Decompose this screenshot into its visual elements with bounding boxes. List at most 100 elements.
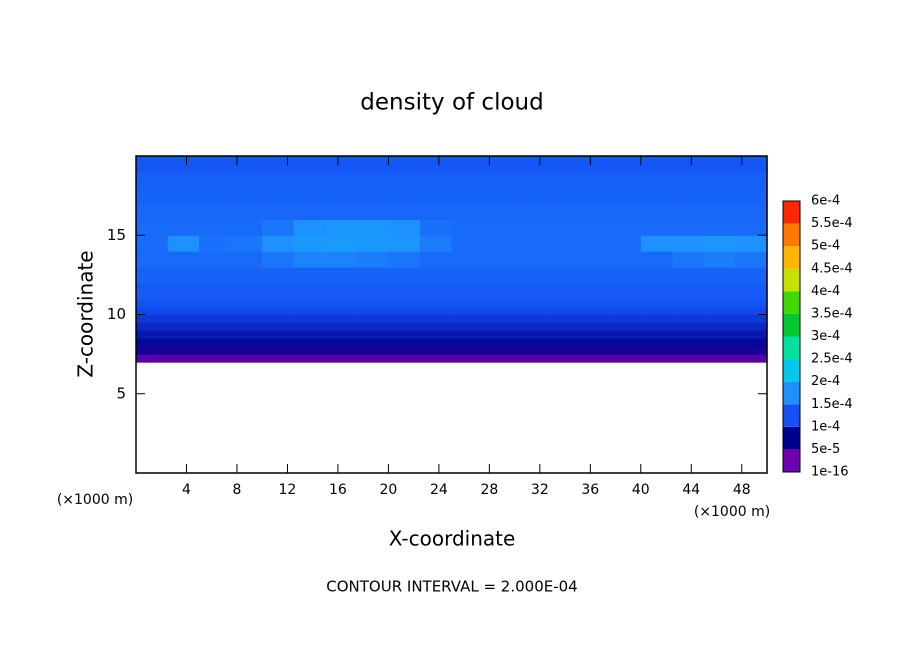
contour-cell [230, 171, 263, 189]
contour-cell [703, 156, 737, 173]
contour-cell [703, 219, 737, 236]
contour-cell [167, 298, 200, 308]
contour-cell [609, 338, 642, 347]
contour-cell [483, 156, 516, 173]
contour-cell [199, 306, 232, 316]
contour-cell [483, 251, 516, 268]
contour-cell [735, 330, 768, 339]
contour-cell [230, 354, 263, 363]
contour-cell [609, 314, 642, 324]
contour-cell [262, 306, 295, 316]
contour-cell [703, 322, 737, 331]
contour-cell [735, 251, 768, 268]
contour-cell [514, 330, 547, 339]
contour-cell [199, 156, 232, 173]
contour-cell [514, 266, 547, 284]
contour-cell [167, 338, 200, 347]
contour-cell [483, 338, 516, 347]
contour-cell [325, 306, 358, 316]
contour-cell [640, 306, 673, 316]
contour-field [136, 156, 768, 363]
contour-cell [640, 235, 673, 252]
contour-cell [735, 322, 768, 331]
contour-cell [514, 235, 547, 252]
contour-cell [577, 346, 610, 355]
contour-cell [293, 187, 326, 205]
contour-cell [703, 235, 737, 252]
contour-cell [546, 203, 579, 220]
contour-cell [419, 314, 453, 324]
contour-cell [167, 251, 200, 268]
contour-cell [199, 282, 232, 300]
contour-cell [451, 251, 484, 268]
contour-cell [577, 338, 610, 347]
contour-cell [514, 171, 547, 189]
y-tick-label: 10 [107, 305, 126, 323]
x-tick-label: 8 [232, 482, 241, 498]
contour-cell [199, 338, 232, 347]
contour-cell [356, 346, 389, 355]
colorbar-swatch [783, 426, 800, 450]
contour-cell [325, 187, 358, 205]
contour-cell [419, 322, 453, 331]
contour-cell [640, 338, 673, 347]
contour-cell [356, 322, 389, 331]
contour-cell [451, 298, 484, 308]
contour-cell [514, 322, 547, 331]
colorbar-label: 2.5e-4 [811, 352, 853, 367]
contour-cell [546, 338, 579, 347]
colorbar-label: 6e-4 [811, 194, 840, 209]
contour-cell [419, 338, 453, 347]
x-tick-label: 40 [632, 482, 650, 498]
contour-cell [356, 338, 389, 347]
contour-cell [325, 354, 358, 363]
contour-cell [136, 235, 169, 252]
contour-cell [577, 314, 610, 324]
contour-cell [293, 171, 326, 189]
contour-cell [356, 282, 389, 300]
colorbar-swatch [783, 449, 800, 472]
contour-cell [609, 187, 642, 205]
contour-cell [546, 354, 579, 363]
chart-title: density of cloud [360, 90, 543, 116]
contour-cell [199, 171, 232, 189]
contour-cell [609, 266, 642, 284]
contour-cell [388, 330, 421, 339]
contour-cell [577, 203, 610, 220]
contour-cell [325, 171, 358, 189]
contour-cell [609, 156, 642, 173]
contour-cell [419, 330, 453, 339]
contour-cell [325, 235, 358, 252]
contour-cell [262, 346, 295, 355]
contour-cell [230, 314, 263, 324]
contour-cell [262, 219, 295, 236]
contour-cell [577, 187, 610, 205]
contour-cell [735, 171, 768, 189]
contour-cell [514, 187, 547, 205]
contour-cell [514, 298, 547, 308]
contour-cell [419, 171, 453, 189]
contour-cell [672, 330, 705, 339]
contour-cell [609, 203, 642, 220]
contour-cell [199, 346, 232, 355]
contour-cell [356, 298, 389, 308]
contour-cell [609, 251, 642, 268]
contour-cell [735, 266, 768, 284]
contour-cell [293, 219, 326, 236]
contour-cell [483, 306, 516, 316]
contour-cell [640, 314, 673, 324]
y-axis-label: Z-coordinate [74, 250, 98, 377]
contour-cell [325, 330, 358, 339]
colorbar-swatch [783, 336, 800, 360]
contour-cell [136, 171, 169, 189]
contour-cell [735, 354, 768, 363]
contour-cell [514, 306, 547, 316]
contour-cell [672, 203, 705, 220]
contour-cell [419, 354, 453, 363]
contour-cell [388, 322, 421, 331]
contour-cell [703, 338, 737, 347]
contour-cell [546, 235, 579, 252]
contour-cell [640, 298, 673, 308]
contour-cell [609, 298, 642, 308]
contour-cell [483, 266, 516, 284]
